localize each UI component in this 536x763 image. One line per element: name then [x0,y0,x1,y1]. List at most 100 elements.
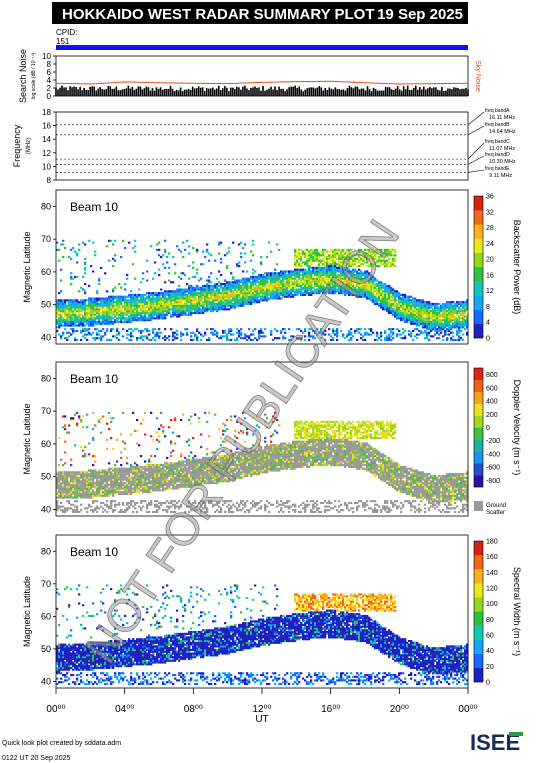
heatmap-cell [116,485,119,488]
heatmap-cell [102,302,105,305]
heatmap-cell [396,302,399,305]
heatmap-cell [360,265,363,268]
heatmap-cell [76,509,79,512]
heatmap-cell [122,483,125,486]
heatmap-cell [316,265,319,268]
frequency-band-leader [467,169,485,173]
heatmap-cell [172,335,175,338]
heatmap-cell [288,293,291,296]
heatmap-cell [86,338,89,342]
heatmap-cell [180,306,183,309]
heatmap-cell [136,337,139,340]
heatmap-cell [82,415,85,418]
heatmap-cell [260,279,263,282]
heatmap-cell [388,248,391,251]
heatmap-cell [130,331,133,334]
heatmap-cell [76,492,79,495]
heatmap-cell [74,306,77,309]
heatmap-cell [388,301,391,304]
heatmap-cell [364,284,367,287]
heatmap-cell [238,335,241,338]
heatmap-cell [154,292,157,295]
heatmap-cell [192,261,195,264]
heatmap-cell [260,292,263,295]
heatmap-cell [216,284,219,287]
heatmap-cell [380,288,383,291]
heatmap-cell [270,333,273,336]
heatmap-cell [74,444,77,447]
heatmap-cell [370,248,373,251]
heatmap-cell [278,288,281,291]
heatmap-cell [72,315,75,318]
heatmap-cell [86,482,89,485]
heatmap-cell [104,485,107,488]
heatmap-cell [126,301,129,304]
heatmap-cell [162,293,165,296]
heatmap-cell [446,328,449,331]
heatmap-cell [80,489,83,492]
heatmap-cell [76,507,79,510]
colorbar-swatch [474,224,483,239]
heatmap-cell [360,328,363,331]
heatmap-cell [224,284,227,287]
heatmap-cell [428,331,431,334]
heatmap-cell [256,284,259,287]
heatmap-cell [92,500,95,503]
heatmap-cell [118,492,121,495]
heatmap-cell [328,257,331,260]
heatmap-cell [134,299,137,302]
heatmap-cell [102,304,105,307]
frequency-band-leader [467,111,485,126]
heatmap-cell [254,281,257,284]
heatmap-cell [214,329,217,333]
heatmap-cell [108,411,111,414]
heatmap-cell [92,464,95,467]
heatmap-cell [90,480,93,483]
heatmap-cell [460,313,463,316]
heatmap-cell [310,263,313,266]
heatmap-cell [276,290,279,293]
heatmap-cell [376,259,379,262]
heatmap-cell [68,256,71,259]
heatmap-cell [390,308,393,311]
heatmap-cell [288,338,291,342]
heatmap-cell [110,482,113,485]
heatmap-cell [340,272,343,275]
heatmap-cell [378,292,381,295]
heatmap-cell [326,265,329,268]
heatmap-cell [384,286,387,289]
heatmap-cell [214,293,217,296]
heatmap-cell [164,308,167,311]
heatmap-cell [274,293,277,296]
heatmap-cell [208,306,211,309]
heatmap-cell [166,304,169,307]
heatmap-cell [302,281,305,284]
heatmap-cell [442,315,445,318]
heatmap-cell [336,333,339,336]
heatmap-cell [70,473,73,476]
heatmap-cell [154,299,157,302]
heatmap-cell [318,270,321,273]
frequency-ytick-label: 8 [47,176,52,185]
heatmap-cell [118,473,121,476]
heatmap-cell [122,295,125,298]
heatmap-cell [274,295,277,298]
heatmap-cell [364,286,367,289]
heatmap-cell [208,284,211,287]
heatmap-cell [326,275,329,278]
heatmap-cell [64,320,67,323]
heatmap-cell [252,295,255,298]
heatmap-cell [98,471,101,474]
heatmap-cell [104,487,107,490]
heatmap-cell [330,268,333,271]
heatmap-cell [88,333,91,336]
heatmap-cell [304,254,307,257]
heatmap-cell [182,333,185,336]
heatmap-cell [300,257,303,260]
heatmap-cell [294,293,297,296]
heatmap-cell [134,301,137,304]
heatmap-cell [318,275,321,278]
heatmap-cell [238,331,241,334]
heatmap-cell [232,297,235,300]
heatmap-cell [84,324,87,327]
